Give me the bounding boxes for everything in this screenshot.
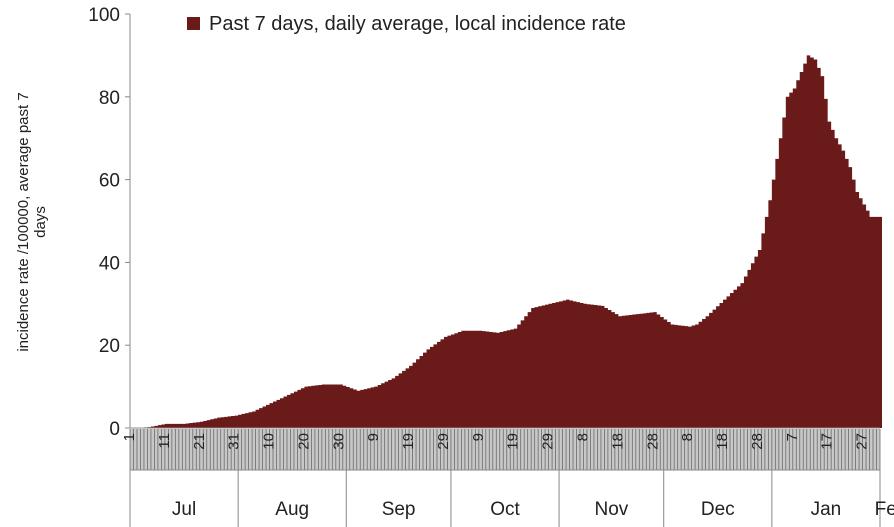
x-tick-label: 18 xyxy=(609,433,626,450)
x-tick-label: 18 xyxy=(714,433,731,450)
y-tick-label: 40 xyxy=(99,253,120,274)
y-axis-title-line-2: days xyxy=(32,206,49,238)
x-tick-label: 1 xyxy=(121,433,138,441)
series-area xyxy=(130,55,882,429)
x-tick-label: 19 xyxy=(505,433,522,450)
x-tick-label: 20 xyxy=(295,433,312,450)
series-area-path xyxy=(130,55,882,429)
month-label: Nov xyxy=(594,499,628,520)
x-tick-label: 28 xyxy=(644,433,661,450)
month-label: Feb xyxy=(875,499,894,520)
y-axis: 0 20 40 60 80 100 xyxy=(88,5,131,440)
legend-swatch xyxy=(187,17,200,30)
legend: Past 7 days, daily average, local incide… xyxy=(187,13,626,35)
y-axis-title: incidence rate /100000, average past 7 d… xyxy=(15,92,49,351)
month-label: Jan xyxy=(811,499,842,520)
month-axis: Jul Aug Sep Oct Nov Dec Jan Feb xyxy=(129,469,894,527)
x-tick-label: 9 xyxy=(365,433,382,441)
x-tick-label: 17 xyxy=(819,433,836,450)
y-tick-label: 80 xyxy=(99,88,120,109)
x-tick-label: 11 xyxy=(156,433,173,449)
y-tick-label: 60 xyxy=(99,171,120,192)
x-tick-label: 8 xyxy=(575,433,592,441)
x-tick-label: 7 xyxy=(784,433,801,441)
month-label: Sep xyxy=(382,499,416,520)
x-tick-label: 19 xyxy=(400,433,417,450)
y-tick-label: 100 xyxy=(88,5,120,26)
x-tick-label: 27 xyxy=(854,433,871,450)
x-tick-label: 8 xyxy=(679,433,696,441)
month-label: Dec xyxy=(701,499,735,520)
y-tick-label: 20 xyxy=(99,336,120,357)
x-tick-label: 9 xyxy=(470,433,487,441)
legend-label: Past 7 days, daily average, local incide… xyxy=(209,13,626,35)
month-label: Oct xyxy=(490,499,520,520)
x-tick-label: 28 xyxy=(749,433,766,450)
month-label: Aug xyxy=(275,499,309,520)
x-tick-band xyxy=(130,429,880,470)
y-tick-label: 0 xyxy=(109,419,120,440)
x-tick-label: 29 xyxy=(435,433,452,450)
x-tick-label: 21 xyxy=(191,433,208,450)
x-tick-label: 30 xyxy=(330,433,347,450)
month-label: Jul xyxy=(172,499,196,520)
x-tick-label: 31 xyxy=(226,433,243,450)
x-tick-label: 10 xyxy=(261,433,278,450)
x-axis: 1 11 21 31 10 20 30 9 19 29 9 19 29 8 18 28 8 18 28 7 17 27 xyxy=(121,427,881,470)
x-tick-label: 29 xyxy=(540,433,557,450)
y-axis-title-line-1: incidence rate /100000, average past 7 xyxy=(15,92,32,351)
